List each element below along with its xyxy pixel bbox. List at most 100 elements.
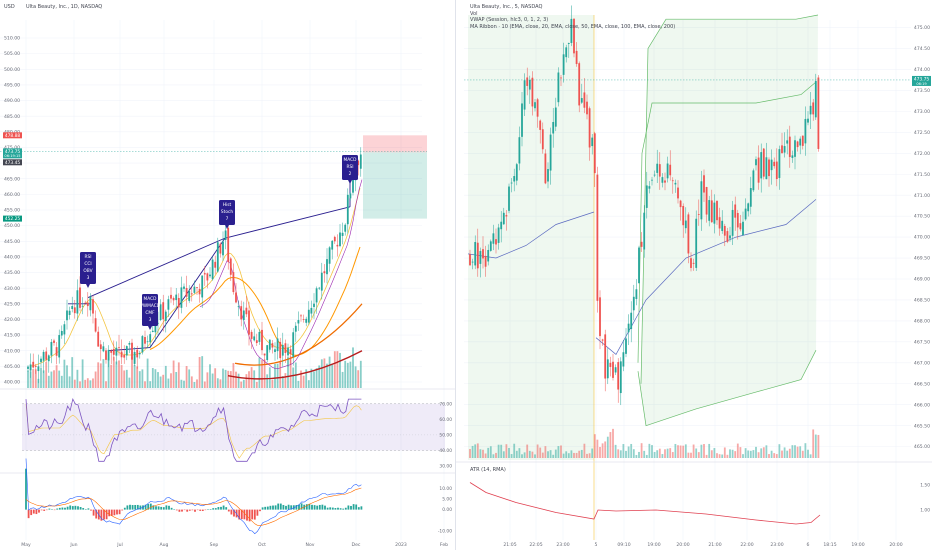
candle-body bbox=[573, 18, 575, 54]
macd-histogram-bar bbox=[324, 505, 326, 510]
volume-bar bbox=[118, 360, 120, 388]
candle-body bbox=[92, 299, 94, 314]
volume-bar bbox=[778, 444, 781, 458]
price-tick-label: 467.50 bbox=[914, 339, 930, 345]
volume-bar bbox=[510, 454, 513, 458]
candle-body bbox=[554, 107, 557, 127]
macd-histogram-bar bbox=[337, 507, 339, 510]
vwap-bands bbox=[467, 14, 819, 427]
position-tool[interactable] bbox=[0, 135, 427, 219]
volume-bar bbox=[768, 454, 770, 458]
stop-price-badge bbox=[3, 132, 22, 139]
candle-body bbox=[97, 331, 100, 347]
daily-chart-svg[interactable]: RSICCIOBV3MACDVWMACDCMF3HistStoch7MACDRS… bbox=[0, 0, 455, 550]
candle-body bbox=[736, 212, 739, 228]
target-price-badge bbox=[3, 215, 22, 222]
signal-flag bbox=[80, 252, 96, 284]
candle-body bbox=[320, 272, 323, 291]
candle-body bbox=[495, 239, 497, 245]
volume-bar bbox=[136, 366, 139, 388]
macd-histogram-bar bbox=[30, 509, 33, 516]
volume-bar bbox=[162, 374, 165, 388]
candle-body bbox=[713, 202, 716, 224]
candle-body bbox=[557, 72, 560, 103]
macd-histogram-bar bbox=[191, 509, 194, 511]
atr-line bbox=[469, 482, 821, 525]
macd-histogram-bar bbox=[71, 506, 74, 510]
macd-histogram-bar bbox=[48, 508, 51, 510]
candle-body bbox=[687, 214, 690, 254]
macd-histogram-bar bbox=[230, 509, 233, 515]
price-tick-label: 495.00 bbox=[4, 83, 20, 89]
candle-body bbox=[175, 294, 178, 301]
volume-bar bbox=[131, 357, 133, 388]
price-tick-label: 435.00 bbox=[4, 270, 20, 276]
volume-bar bbox=[627, 446, 630, 458]
signal-flag-text: RSI bbox=[85, 254, 92, 260]
volume-bar bbox=[651, 445, 653, 458]
macd-histogram-bar bbox=[95, 509, 98, 519]
price-tick-label: 466.50 bbox=[914, 381, 930, 387]
candle-body bbox=[622, 352, 625, 367]
volume-bar bbox=[300, 370, 302, 388]
daily-time-axis: May Jun Jul Aug Sep Oct Nov Dec 2023 Feb bbox=[21, 542, 448, 548]
volume-bar bbox=[229, 371, 232, 388]
volume-bar bbox=[788, 448, 791, 458]
macd-tick-label: 5.00 bbox=[442, 497, 452, 503]
candle-body bbox=[596, 174, 599, 301]
candle-body bbox=[167, 299, 170, 310]
candle-body bbox=[219, 243, 222, 254]
candle-body bbox=[814, 80, 817, 118]
session-shading bbox=[468, 15, 595, 540]
volume-bar bbox=[266, 374, 269, 388]
macd-histogram-bar bbox=[121, 509, 124, 511]
daily-chart-title: Ulta Beauty, Inc., 1D, NASDAQ bbox=[26, 4, 103, 10]
volume-bar bbox=[692, 444, 695, 458]
macd-histogram-bar bbox=[113, 509, 116, 516]
intraday-chart-panel[interactable]: 1.50 1.00 475.00 474.50 474.00 473.50 473.00 4… bbox=[456, 0, 932, 550]
volume-bar bbox=[63, 359, 66, 388]
macd-histogram-bar bbox=[347, 505, 350, 510]
volume-bar bbox=[328, 356, 331, 388]
volume-bar bbox=[292, 367, 295, 388]
price-tick-label: 474.00 bbox=[914, 67, 930, 73]
volume-bar bbox=[287, 357, 289, 388]
last-price-badge-text: 473.75 bbox=[5, 149, 21, 155]
volume-bar bbox=[50, 371, 53, 388]
volume-bar bbox=[185, 366, 188, 388]
macd-histogram-bar bbox=[87, 508, 90, 510]
macd-histogram-bar bbox=[43, 509, 46, 511]
target-price-badge-text: 452.25 bbox=[5, 216, 21, 222]
rsi-line bbox=[25, 397, 362, 462]
daily-chart-panel[interactable]: RSI CCI OBV 3 MACD VWMACD CMF 3 Hist Stoch 7 MACD RS… bbox=[0, 0, 456, 550]
last-price-badge bbox=[3, 148, 22, 159]
volume-bar bbox=[513, 443, 516, 458]
volume-bar bbox=[721, 454, 724, 458]
intraday-chart-svg[interactable]: 1.501.00 475.00474.50474.00473.50473.004… bbox=[456, 0, 932, 550]
volume-bar bbox=[489, 446, 492, 458]
volume-bar bbox=[531, 451, 534, 458]
volume-bar bbox=[315, 368, 318, 388]
candle-body bbox=[68, 310, 71, 315]
volume-bar bbox=[144, 381, 146, 388]
candle-body bbox=[159, 304, 162, 321]
ma-line-long bbox=[227, 350, 363, 380]
candle-body bbox=[250, 331, 253, 339]
rsi-tick-label: 40.00 bbox=[439, 448, 452, 454]
volume-bar bbox=[580, 449, 583, 458]
macd-histogram-bar bbox=[243, 509, 246, 520]
candle-body bbox=[294, 325, 297, 332]
price-tick-label: 465.00 bbox=[914, 444, 930, 450]
volume-bar bbox=[723, 447, 726, 458]
candle-body bbox=[612, 361, 614, 378]
volume-bar bbox=[731, 449, 734, 458]
candle-body bbox=[198, 289, 201, 295]
volume-bar bbox=[172, 360, 175, 388]
candle-body bbox=[120, 351, 123, 358]
volume-bar bbox=[609, 432, 612, 458]
candle-body bbox=[747, 203, 750, 212]
volume-bar bbox=[258, 357, 261, 388]
volume-bar bbox=[159, 376, 162, 388]
daily-candles bbox=[27, 147, 362, 384]
rsi-tick-label: 50.00 bbox=[439, 432, 452, 438]
